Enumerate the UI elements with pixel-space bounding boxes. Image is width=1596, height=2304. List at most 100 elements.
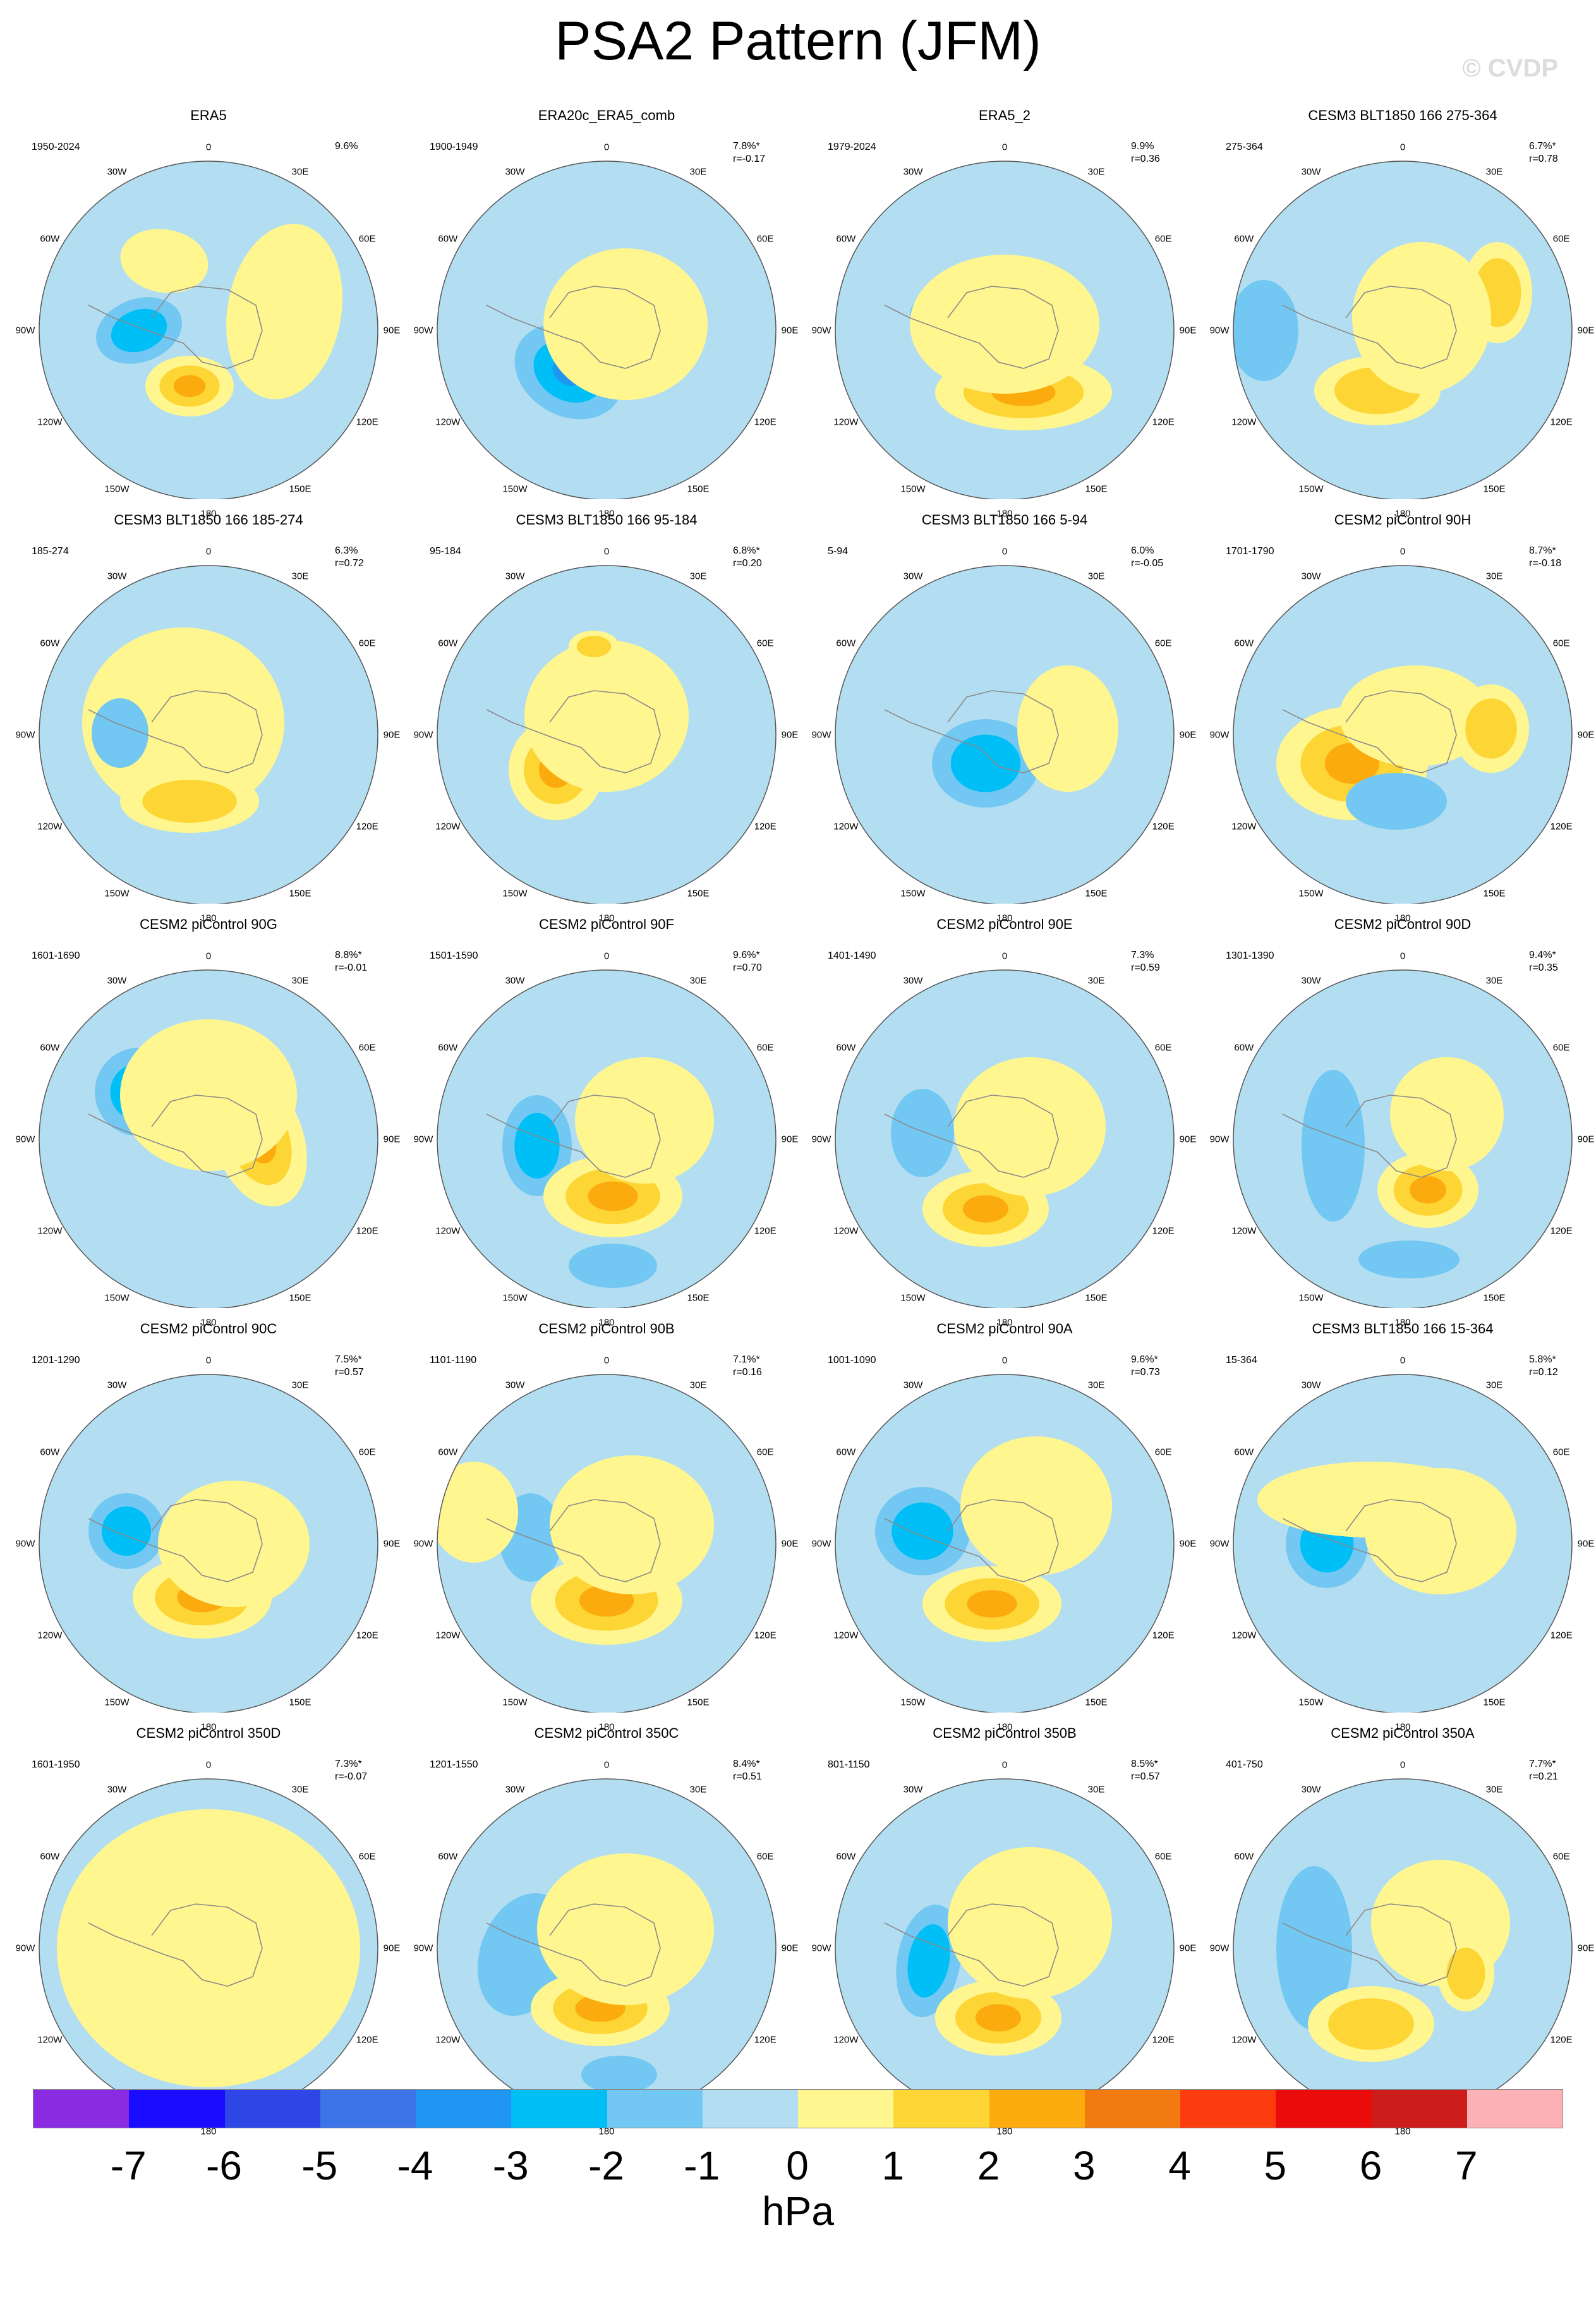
panel-title: CESM2 piControl 90D: [1334, 916, 1472, 932]
negative-anomaly-contour: [892, 1502, 953, 1560]
longitude-label: 90W: [811, 729, 831, 741]
polar-map: [437, 1374, 777, 1713]
panel-title: CESM2 piControl 90E: [936, 916, 1073, 932]
panel-stats: 9.9% r=0.36: [1131, 140, 1160, 166]
panel-stat: 6.8%*: [733, 545, 760, 556]
longitude-label: 60E: [756, 1042, 774, 1053]
panel-stat: r=0.57: [335, 1367, 364, 1378]
positive-anomaly-contour: [524, 640, 689, 792]
longitude-label: 0: [1001, 950, 1008, 962]
longitude-label: 30W: [107, 1784, 127, 1795]
longitude-label: 30E: [689, 1379, 707, 1391]
panel-stat: r=-0.07: [335, 1771, 368, 1782]
longitude-label: 120W: [833, 1630, 859, 1641]
negative-anomaly-contour: [891, 1089, 954, 1177]
panel-stat: r=0.21: [1529, 1771, 1558, 1782]
panel-stats: 8.4%* r=0.51: [733, 1758, 762, 1783]
colorbar-swatch: [33, 2090, 130, 2128]
longitude-label: 90E: [1577, 325, 1595, 336]
colorbar-swatch: [1371, 2090, 1467, 2128]
longitude-label: 30W: [107, 571, 127, 582]
positive-anomaly-contour: [1446, 1948, 1485, 1999]
longitude-label: 120W: [37, 2034, 63, 2046]
longitude-label: 60E: [1552, 1446, 1570, 1458]
longitude-label: 150E: [687, 1697, 710, 1708]
antarctica-coastline: [1282, 1094, 1457, 1178]
longitude-label: 60E: [358, 638, 376, 649]
map-boundary: [437, 565, 777, 904]
longitude-label: 120E: [1550, 416, 1573, 428]
longitude-label: 120E: [356, 416, 378, 428]
panel-period: 1601-1950: [32, 1759, 80, 1770]
antarctica-coastline: [88, 1903, 263, 1987]
panel-period: 1950-2024: [32, 142, 80, 152]
panel-stat: 7.1%*: [733, 1354, 760, 1365]
colorbar-tick-label: -2: [588, 2143, 624, 2188]
longitude-label: 90W: [1209, 729, 1230, 741]
panel-stat: 6.3%: [335, 545, 358, 556]
longitude-label: 60E: [1154, 1851, 1172, 1862]
longitude-label: 180: [598, 2126, 615, 2137]
panel-title: CESM2 piControl 90C: [140, 1321, 277, 1337]
longitude-label: 90W: [811, 1943, 831, 1954]
panel-title: CESM2 piControl 90H: [1334, 512, 1472, 528]
field-background: [835, 566, 1174, 904]
longitude-label: 60E: [756, 1851, 774, 1862]
negative-anomaly-contour: [102, 1507, 151, 1556]
panel-stat: r=0.35: [1529, 962, 1558, 973]
panel-stat: r=0.57: [1131, 1771, 1160, 1782]
longitude-label: 120W: [435, 1630, 461, 1641]
longitude-label: 90E: [781, 1538, 799, 1549]
longitude-label: 60E: [1552, 1851, 1570, 1862]
map-boundary: [835, 565, 1175, 904]
longitude-label: 120W: [833, 2034, 859, 2046]
antarctica-coastline: [486, 286, 661, 369]
longitude-label: 150E: [687, 483, 710, 495]
positive-anomaly-contour: [963, 1195, 1008, 1223]
longitude-label: 120W: [37, 821, 63, 832]
map-panel: ERA5_2 1979-2024 9.9% r=0.36 0 30E 60E 90E 120E 1…: [812, 107, 1197, 519]
longitude-label: 30E: [1087, 571, 1105, 582]
positive-anomaly-contour: [120, 1019, 297, 1171]
colorbar-tick-label: -6: [206, 2143, 242, 2188]
positive-anomaly-contour: [910, 255, 1099, 394]
longitude-label: 60W: [836, 1042, 856, 1053]
longitude-label: 180: [598, 913, 615, 924]
longitude-label: 120W: [1231, 821, 1257, 832]
longitude-label: 120E: [356, 1630, 378, 1641]
longitude-label: 150W: [502, 1697, 528, 1708]
longitude-label: 30W: [505, 975, 525, 986]
longitude-label: 30E: [291, 166, 309, 178]
longitude-label: 0: [1400, 950, 1406, 962]
longitude-label: 120E: [1550, 2034, 1573, 2046]
map-boundary: [835, 161, 1175, 499]
longitude-label: 60E: [1154, 638, 1172, 649]
longitude-label: 60E: [358, 1851, 376, 1862]
longitude-label: 120E: [356, 821, 378, 832]
antarctica-coastline: [884, 1903, 1059, 1987]
longitude-label: 30W: [1301, 1379, 1321, 1391]
colorbar-swatch: [224, 2090, 320, 2128]
longitude-label: 90E: [383, 325, 401, 336]
longitude-label: 120W: [833, 1225, 859, 1237]
antarctica-coastline: [486, 690, 661, 773]
longitude-label: 150W: [104, 1697, 130, 1708]
longitude-label: 30E: [1485, 975, 1503, 986]
polar-map: [1233, 1778, 1573, 2117]
polar-map: [437, 969, 777, 1308]
negative-anomaly-contour: [1276, 1866, 1352, 2030]
negative-anomaly-contour: [1346, 773, 1447, 830]
panel-stat: 8.4%*: [733, 1759, 760, 1769]
longitude-label: 90E: [383, 1943, 401, 1954]
longitude-label: 60E: [1154, 1042, 1172, 1053]
panel-title: CESM3 BLT1850 166 95-184: [516, 512, 698, 528]
panel-stats: 8.7%* r=-0.18: [1529, 545, 1561, 570]
panel-stat: r=-0.17: [733, 154, 766, 164]
panel-period: 801-1150: [828, 1759, 870, 1770]
longitude-label: 0: [603, 1355, 610, 1366]
map-boundary: [1233, 969, 1573, 1308]
panel-stats: 9.6%* r=0.73: [1131, 1354, 1160, 1379]
longitude-label: 90E: [1179, 325, 1197, 336]
longitude-label: 60W: [40, 1042, 60, 1053]
longitude-label: 150E: [687, 888, 710, 899]
